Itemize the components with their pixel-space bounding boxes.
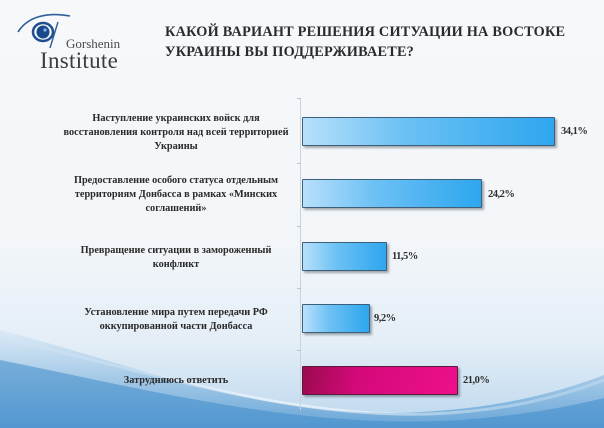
category-label: Установление мира путем передачи РФ окку… <box>84 307 268 332</box>
gorshenin-institute-logo: Gorshenin Institute <box>14 12 164 73</box>
axis-tick <box>297 226 301 227</box>
category-label: Превращение ситуации в замороженный конф… <box>80 245 272 270</box>
category-axis <box>300 98 301 410</box>
logo-text-institute: Institute <box>40 48 119 73</box>
axis-tick <box>297 163 301 164</box>
value-label: 24,2% <box>488 189 515 200</box>
bar-frozen-conflict <box>302 242 387 271</box>
eye-icon <box>17 13 71 49</box>
bar-offensive <box>302 117 555 146</box>
category-label: Предоставление особого статуса отдельным… <box>73 175 279 214</box>
category-label: Наступление украинских войск для восстан… <box>63 113 289 152</box>
category-label: Затрудняюсь ответить <box>123 375 229 386</box>
bar-peace-transfer <box>302 304 370 333</box>
logo-text-gorshenin: Gorshenin <box>66 36 121 51</box>
bar-undecided <box>302 366 458 395</box>
axis-tick <box>297 288 301 289</box>
value-label: 9,2% <box>374 313 396 324</box>
axis-tick <box>297 350 301 351</box>
axis-tick <box>297 98 301 99</box>
value-label: 34,1% <box>561 126 588 137</box>
bar-special-status <box>302 179 482 208</box>
value-label: 11,5% <box>392 251 418 262</box>
chart-title: КАКОЙ ВАРИАНТ РЕШЕНИЯ СИТУАЦИИ НА ВОСТОК… <box>165 24 566 60</box>
value-label: 21,0% <box>463 375 490 386</box>
